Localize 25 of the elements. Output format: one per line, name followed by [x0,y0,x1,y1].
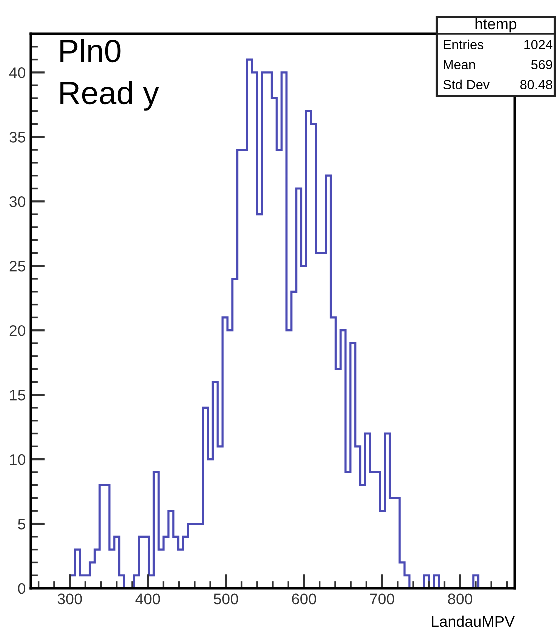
text: 569 [532,60,552,70]
annotation: Mean [444,60,476,70]
x-tick-label: 800 [448,594,473,605]
x-tick-label: 700 [370,594,394,605]
x-tick-label: 600 [292,594,316,605]
y-tick-label: 40 [10,68,26,78]
x-tick-label: 500 [214,594,238,605]
y-tick-label: 25 [10,260,26,272]
x-axis-title: LandauMPV [432,616,515,628]
y-tick-label: 0 [18,583,26,594]
y-tick-label: 35 [10,132,26,143]
y-tick-label: 20 [10,325,26,336]
annotation: Pln0 [60,39,121,63]
annotation: Read y [60,81,160,111]
annotation: Std Dev [444,80,490,90]
text: 80.48 [520,80,552,90]
y-tick-label: 5 [18,519,26,530]
chart-title: htemp [476,18,517,33]
x-tick-label: 400 [136,594,160,605]
y-tick-label: 15 [10,390,26,401]
text: 1024 [524,40,553,50]
y-tick-label: 30 [10,196,26,208]
y-tick-label: 10 [10,454,26,466]
annotation: Entries [444,40,484,50]
x-tick-label: 300 [58,594,82,605]
